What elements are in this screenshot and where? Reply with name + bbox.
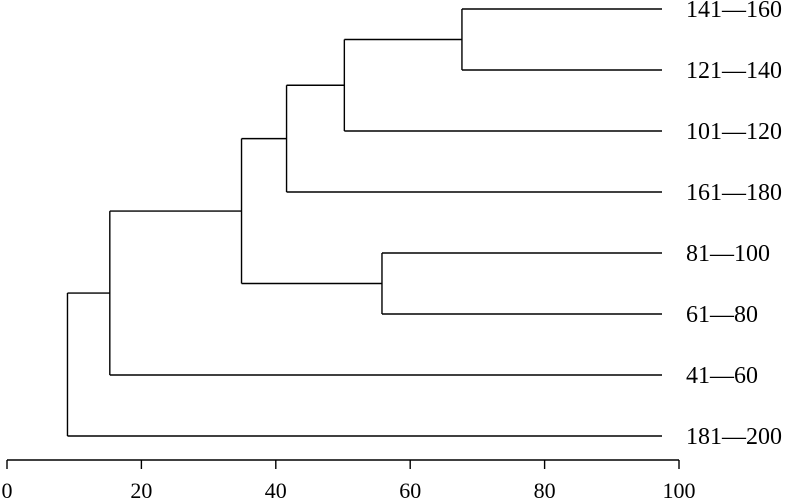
leaf-label-101-120: 101—120 — [686, 119, 782, 145]
dendrogram-branches — [66, 8, 662, 437]
leaf-label-141-160: 141—160 — [686, 0, 782, 23]
leaf-labels: 141—160 121—140 101—120 161—180 81—100 61—80 4… — [686, 0, 782, 450]
leaf-label-161-180: 161—180 — [686, 180, 782, 206]
leaf-label-181-200: 181—200 — [686, 424, 782, 450]
x-tick-label-20: 20 — [130, 478, 152, 503]
x-tick-label-0: 0 — [2, 478, 13, 503]
x-tick-label-40: 40 — [265, 478, 287, 503]
x-tick-label-80: 80 — [534, 478, 556, 503]
x-tick-label-60: 60 — [399, 478, 421, 503]
leaf-label-61-80: 61—80 — [686, 302, 758, 328]
leaf-label-81-100: 81—100 — [686, 241, 770, 267]
x-axis: 0 20 40 60 80 100 — [2, 459, 696, 503]
leaf-label-121-140: 121—140 — [686, 58, 782, 84]
leaf-label-41-60: 41—60 — [686, 363, 758, 389]
x-tick-label-100: 100 — [663, 478, 696, 503]
